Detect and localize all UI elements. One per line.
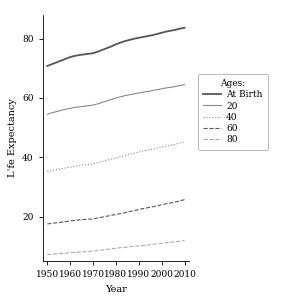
Legend: At Birth, 20, 40, 60, 80: At Birth, 20, 40, 60, 80 [198, 74, 268, 150]
Y-axis label: L'fe Expectancy: L'fe Expectancy [8, 99, 16, 177]
X-axis label: Year: Year [105, 285, 127, 294]
